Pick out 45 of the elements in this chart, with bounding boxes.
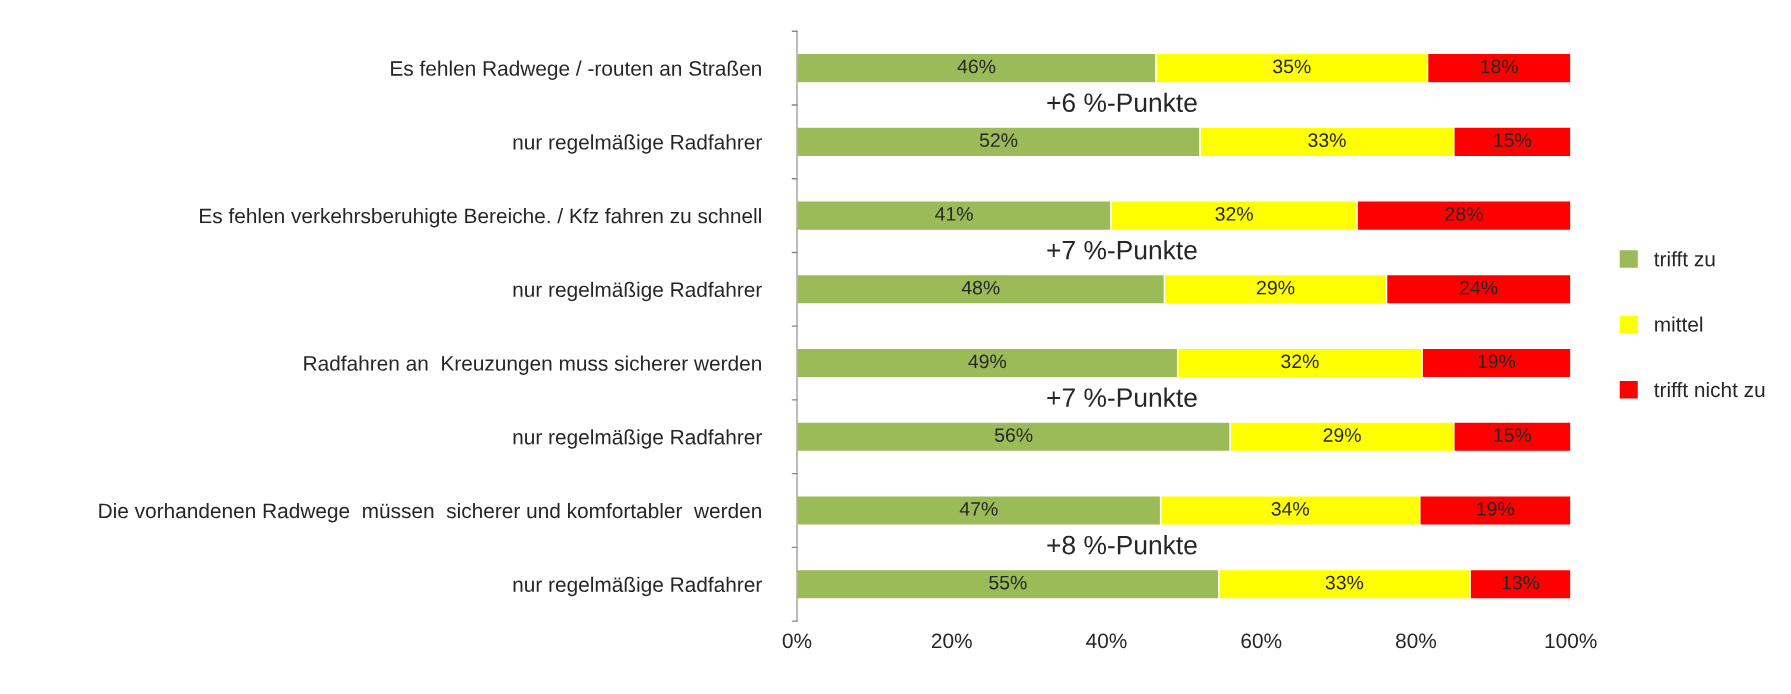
y-tick-label: nur regelmäßige Radfahrer xyxy=(513,134,762,154)
data-label: 19% xyxy=(1477,501,1515,516)
legend-label: mittel xyxy=(1655,316,1703,332)
annotation: +6 %-Punkte xyxy=(1047,92,1197,113)
annotation: +8 %-Punkte xyxy=(1047,535,1197,555)
y-tick-label: Es fehlen verkehrsberuhigte Bereiche. / Kfz fahren zu schnell xyxy=(200,208,761,228)
data-label: 33% xyxy=(1308,133,1346,148)
x-tick-label: 0% xyxy=(782,633,812,649)
data-label: 47% xyxy=(959,502,998,516)
data-label: 52% xyxy=(979,133,1018,148)
data-label: 29% xyxy=(1323,428,1361,443)
data-label: 49% xyxy=(968,354,1007,369)
data-label: 19% xyxy=(1478,354,1516,369)
data-label: 33% xyxy=(1325,575,1364,590)
y-tick-label: nur regelmäßige Radfahrer xyxy=(513,576,762,597)
annotation: +7 %-Punkte xyxy=(1047,240,1197,260)
data-label: 55% xyxy=(989,575,1027,590)
x-tick-label: 80% xyxy=(1396,633,1437,649)
data-label: 46% xyxy=(957,59,996,74)
x-tick-label: 60% xyxy=(1241,633,1282,649)
x-tick-label: 40% xyxy=(1086,633,1127,649)
data-label: 24% xyxy=(1460,280,1498,295)
y-tick-label: Es fehlen Radwege / -routen an Straßen xyxy=(391,60,761,80)
y-tick-label: Radfahren an Kreuzungen muss sicherer werden xyxy=(304,355,761,375)
x-tick-label: 100% xyxy=(1545,633,1597,649)
data-label: 32% xyxy=(1281,354,1319,369)
data-label: 15% xyxy=(1494,133,1532,148)
data-label: 34% xyxy=(1271,501,1309,516)
data-label: 15% xyxy=(1494,428,1532,443)
data-label: 18% xyxy=(1481,59,1518,74)
data-label: 35% xyxy=(1273,59,1311,74)
legend-label: trifft zu xyxy=(1654,251,1715,267)
legend-label: trifft nicht zu xyxy=(1654,381,1765,398)
x-tick-label: 20% xyxy=(931,633,972,649)
data-label: 41% xyxy=(935,207,973,221)
data-label: 48% xyxy=(961,280,1000,295)
data-label: 29% xyxy=(1257,280,1295,295)
data-label: 28% xyxy=(1445,207,1483,221)
y-tick-label: Die vorhandenen Radwege müssen sicherer und komfortabler werden xyxy=(99,502,761,523)
y-tick-label: nur regelmäßige Radfahrer xyxy=(513,281,762,302)
annotation: +7 %-Punkte xyxy=(1047,387,1197,407)
data-label: 13% xyxy=(1502,575,1540,590)
y-tick-label: nur regelmäßige Radfahrer xyxy=(513,429,762,449)
data-label: 32% xyxy=(1215,207,1253,221)
data-label: 56% xyxy=(994,428,1033,443)
